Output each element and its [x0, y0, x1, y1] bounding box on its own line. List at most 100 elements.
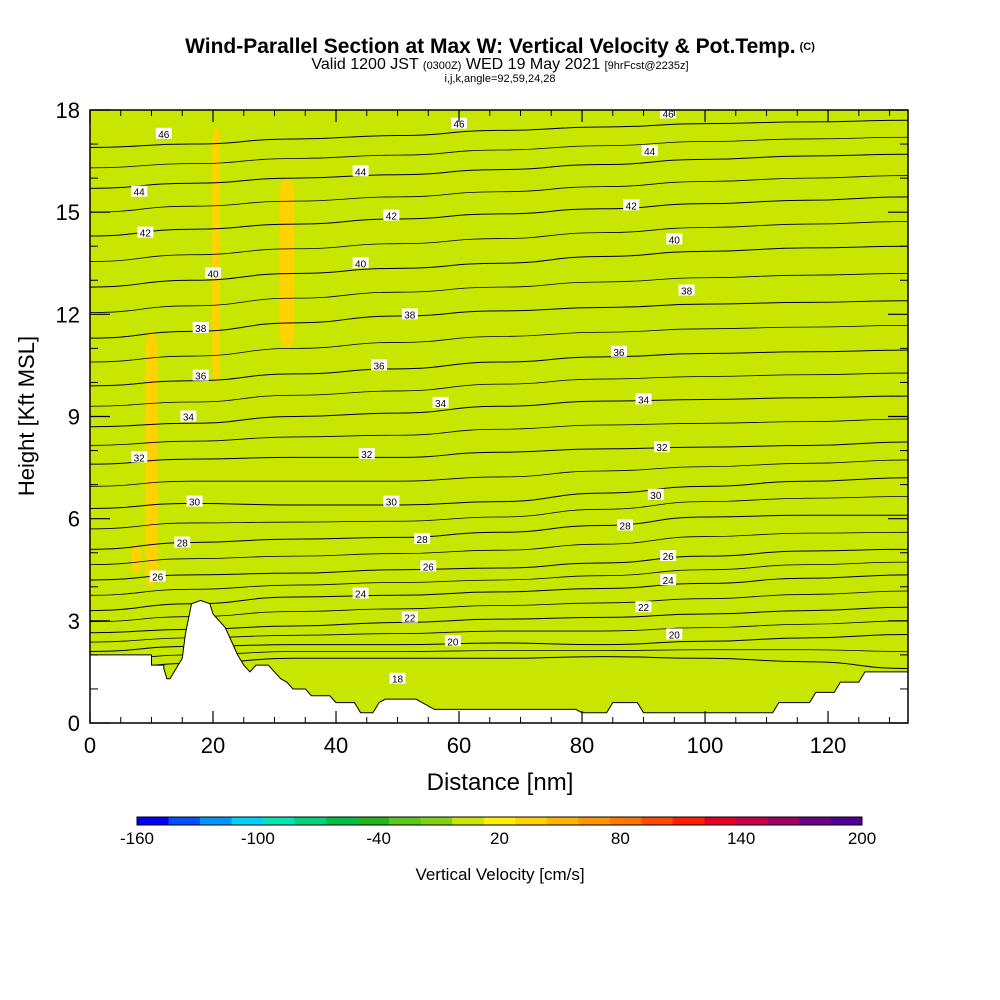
vertical-velocity-field — [90, 110, 908, 723]
colorbar-swatch — [326, 817, 359, 825]
contour-label-box — [635, 601, 652, 613]
contour-label-box — [401, 308, 418, 320]
contour-label-box — [371, 359, 388, 371]
x-tick-label: 60 — [447, 733, 471, 758]
contour-label-box — [358, 447, 375, 459]
downdraft-band — [299, 195, 337, 689]
title-block: Wind-Parallel Section at Max W: Vertical… — [0, 36, 1000, 86]
downdraft-band — [741, 110, 792, 683]
contour-label: 46 — [663, 109, 675, 120]
contour-label: 20 — [669, 630, 681, 641]
contour-label: 32 — [134, 453, 146, 464]
downdraft-band — [643, 110, 706, 519]
contour-label: 30 — [386, 498, 398, 509]
x-axis-label: Distance [nm] — [427, 769, 574, 796]
contour-label: 28 — [620, 521, 632, 532]
contour-label: 40 — [207, 269, 219, 280]
contour-label-box — [180, 410, 197, 422]
y-axis-label: Height [Kft MSL] — [14, 336, 39, 496]
theta-contour-minor — [90, 175, 908, 213]
updraft-band — [212, 127, 220, 383]
y-tick-label: 0 — [68, 711, 80, 736]
contour-label: 34 — [183, 413, 195, 424]
colorbar-swatch — [798, 817, 831, 825]
colorbar-swatch — [641, 817, 674, 825]
valid-date: WED 19 May 2021 — [465, 56, 601, 73]
colorbar-swatch — [515, 817, 548, 825]
theta-contour-minor — [90, 531, 908, 566]
y-tick-label: 12 — [56, 302, 80, 327]
contour-label-box — [660, 550, 677, 562]
colorbar-swatch — [263, 817, 296, 825]
colorbar-tick-label: -100 — [241, 829, 275, 848]
copyright-mark: (C) — [799, 41, 815, 53]
contour-label: 30 — [650, 491, 662, 502]
contour-label: 38 — [681, 286, 693, 297]
colorbar-swatch — [231, 817, 264, 825]
colorbar-swatch — [389, 817, 422, 825]
contour-label: 42 — [626, 201, 638, 212]
theta-contour-42 — [90, 196, 908, 237]
theta-contour-46 — [90, 119, 908, 148]
terrain-mask — [89, 599, 909, 724]
contour-label-box — [401, 611, 418, 623]
contour-label: 42 — [140, 229, 152, 240]
contour-label: 26 — [152, 573, 164, 584]
contour-label-box — [635, 393, 652, 405]
contour-label-box — [451, 117, 468, 129]
downdraft-band — [422, 110, 496, 689]
contour-label-box — [352, 587, 369, 599]
contour-label: 42 — [386, 212, 398, 223]
x-tick-label: 120 — [810, 733, 847, 758]
theta-contour-minor — [90, 459, 908, 487]
theta-contour-44 — [90, 153, 908, 189]
theta-contour-minor — [90, 273, 908, 314]
contour-label-box — [660, 573, 677, 585]
contour-label-box — [352, 257, 369, 269]
contour-label: 22 — [638, 603, 650, 614]
contour-label: 38 — [195, 324, 207, 335]
updraft-band — [279, 178, 295, 349]
contour-label-box — [131, 451, 148, 463]
contour-label-box — [623, 199, 640, 211]
downdraft-band — [889, 518, 902, 672]
colorbar-tick-label: 140 — [727, 829, 755, 848]
contour-label-box — [432, 396, 449, 408]
colorbar-tick-label: -40 — [366, 829, 391, 848]
theta-contour-minor — [90, 221, 908, 262]
theta-contour-30 — [90, 477, 908, 509]
contour-label: 44 — [134, 188, 146, 199]
terrain-profile — [89, 599, 909, 724]
contour-label: 46 — [453, 120, 465, 131]
contour-label-box — [414, 533, 431, 545]
colorbar-swatch — [767, 817, 800, 825]
downdraft-band — [205, 382, 221, 604]
contour-label: 26 — [423, 562, 435, 573]
updraft-band — [145, 331, 158, 587]
contour-label-box — [149, 570, 166, 582]
contour-label: 24 — [355, 590, 367, 601]
colorbar-swatch — [704, 817, 737, 825]
colorbar: -160 -100 -40 20 80 140 200 — [120, 816, 876, 848]
colorbar-swatch — [672, 817, 705, 825]
contour-label-box — [352, 165, 369, 177]
updraft-band — [131, 542, 142, 574]
colorbar-frame — [136, 816, 863, 826]
contour-label: 26 — [663, 552, 675, 563]
contour-label-box — [389, 672, 406, 684]
contour-label: 28 — [177, 539, 189, 550]
contour-label-box — [666, 233, 683, 245]
theta-contour-24 — [90, 574, 908, 612]
theta-contour-36 — [90, 349, 908, 387]
colorbar-swatch — [168, 817, 201, 825]
contour-label-box — [131, 185, 148, 197]
contour-label: 36 — [195, 372, 207, 383]
theta-contour-34 — [90, 395, 908, 428]
contour-label-box — [653, 441, 670, 453]
downdraft-band — [588, 110, 626, 683]
colorbar-label: Vertical Velocity [cm/s] — [415, 865, 584, 884]
valid-time: Valid 1200 JST — [311, 56, 419, 73]
theta-contour-38 — [90, 300, 908, 339]
